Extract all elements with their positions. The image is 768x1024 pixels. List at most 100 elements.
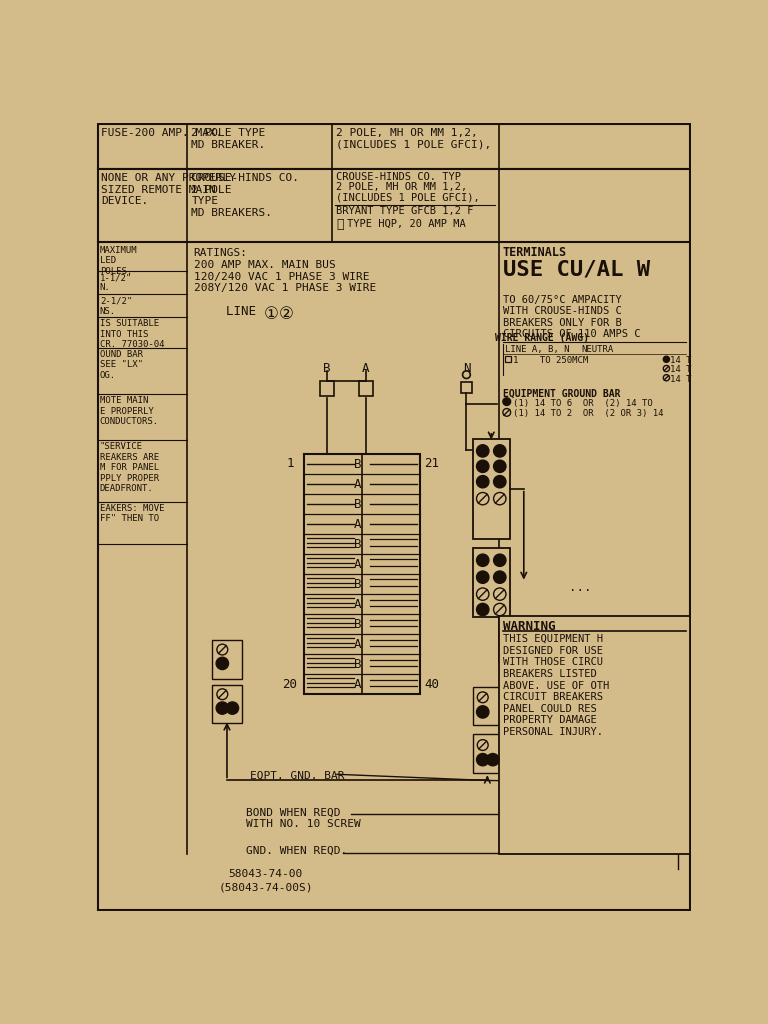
Bar bbox=[461, 382, 472, 393]
Circle shape bbox=[494, 554, 506, 566]
Circle shape bbox=[494, 571, 506, 584]
Circle shape bbox=[664, 366, 670, 372]
Text: B: B bbox=[354, 578, 362, 591]
Text: "SERVICE
REAKERS ARE
M FOR PANEL
PPLY PROPER
DEADFRONT.: "SERVICE REAKERS ARE M FOR PANEL PPLY PR… bbox=[100, 442, 159, 493]
Circle shape bbox=[494, 475, 506, 487]
Text: Ⓦ: Ⓦ bbox=[336, 218, 344, 231]
Text: 58043-74-00: 58043-74-00 bbox=[229, 869, 303, 879]
Text: (INCLUDES 1 POLE GFCI),: (INCLUDES 1 POLE GFCI), bbox=[336, 193, 480, 202]
Circle shape bbox=[476, 493, 489, 505]
Circle shape bbox=[476, 754, 489, 766]
Text: A: A bbox=[354, 518, 362, 530]
Text: GND. WHEN REQD.: GND. WHEN REQD. bbox=[247, 846, 348, 856]
Text: (1) 14 TO 2  OR  (2 OR 3) 14: (1) 14 TO 2 OR (2 OR 3) 14 bbox=[513, 410, 664, 419]
Bar bbox=[505, 356, 511, 362]
Text: B: B bbox=[354, 618, 362, 631]
Text: 20: 20 bbox=[282, 678, 297, 691]
Circle shape bbox=[494, 603, 506, 615]
Bar bbox=[98, 125, 690, 169]
Circle shape bbox=[476, 475, 489, 487]
Circle shape bbox=[503, 409, 511, 416]
Text: 2-1/2"
NS.: 2-1/2" NS. bbox=[100, 296, 132, 315]
Text: B: B bbox=[323, 361, 331, 375]
Circle shape bbox=[476, 554, 489, 566]
Text: WARNING: WARNING bbox=[503, 620, 555, 633]
Bar bbox=[303, 454, 420, 694]
Text: EQUIPMENT GROUND BAR: EQUIPMENT GROUND BAR bbox=[503, 388, 621, 398]
Text: A: A bbox=[354, 598, 362, 611]
Text: 14 T: 14 T bbox=[670, 375, 692, 384]
Circle shape bbox=[503, 397, 511, 406]
Text: TYPE HQP, 20 AMP MA: TYPE HQP, 20 AMP MA bbox=[347, 218, 466, 228]
Text: 14 T: 14 T bbox=[670, 356, 692, 366]
Text: ①: ① bbox=[263, 305, 278, 324]
Text: LINE A, B, N: LINE A, B, N bbox=[505, 345, 570, 353]
Text: 2 POLE, MH OR MM 1,2,: 2 POLE, MH OR MM 1,2, bbox=[336, 182, 468, 193]
Circle shape bbox=[664, 375, 670, 381]
Text: EQPT. GND. BAR: EQPT. GND. BAR bbox=[250, 771, 345, 781]
Text: (1) 14 TO 6  OR  (2) 14 TO: (1) 14 TO 6 OR (2) 14 TO bbox=[513, 398, 653, 408]
Text: IS SUITABLE
INTO THIS
CR. 77030-04: IS SUITABLE INTO THIS CR. 77030-04 bbox=[100, 319, 164, 349]
Circle shape bbox=[477, 739, 488, 751]
Text: BOND WHEN REQD
WITH NO. 10 SCREW: BOND WHEN REQD WITH NO. 10 SCREW bbox=[247, 807, 361, 829]
Text: NONE OR ANY PROPERLY
SIZED REMOTE MAIN
DEVICE.: NONE OR ANY PROPERLY SIZED REMOTE MAIN D… bbox=[101, 173, 237, 206]
Text: 2 POLE, MH OR MM 1,2,
(INCLUDES 1 POLE GFCI),: 2 POLE, MH OR MM 1,2, (INCLUDES 1 POLE G… bbox=[336, 128, 492, 150]
Circle shape bbox=[476, 588, 489, 600]
Text: MOTE MAIN
E PROPERLY
CONDUCTORS.: MOTE MAIN E PROPERLY CONDUCTORS. bbox=[100, 396, 159, 426]
Text: NEUTRA: NEUTRA bbox=[581, 345, 614, 353]
Text: 1-1/2"
N.: 1-1/2" N. bbox=[100, 273, 132, 293]
Circle shape bbox=[494, 444, 506, 457]
Text: OUND BAR
SEE "LX"
OG.: OUND BAR SEE "LX" OG. bbox=[100, 350, 143, 380]
Text: 40: 40 bbox=[425, 678, 439, 691]
Bar bbox=[320, 381, 334, 396]
Circle shape bbox=[227, 701, 239, 715]
Text: MAXIMUM
LED
POLES.: MAXIMUM LED POLES. bbox=[100, 246, 137, 275]
Bar bbox=[499, 615, 690, 854]
Bar bbox=[359, 381, 372, 396]
Text: (58043-74-00S): (58043-74-00S) bbox=[218, 883, 313, 893]
Circle shape bbox=[487, 754, 499, 766]
Bar bbox=[472, 438, 510, 539]
Text: B: B bbox=[354, 498, 362, 511]
Circle shape bbox=[476, 571, 489, 584]
Bar bbox=[212, 640, 242, 679]
Text: 1: 1 bbox=[286, 457, 294, 470]
Circle shape bbox=[494, 460, 506, 472]
Circle shape bbox=[217, 644, 228, 655]
Text: A: A bbox=[362, 361, 369, 375]
Circle shape bbox=[494, 588, 506, 600]
Text: FUSE-200 AMP. MAX.: FUSE-200 AMP. MAX. bbox=[101, 128, 223, 138]
Text: A: A bbox=[354, 558, 362, 571]
Circle shape bbox=[216, 657, 229, 670]
Text: A: A bbox=[354, 678, 362, 691]
Circle shape bbox=[494, 493, 506, 505]
Bar bbox=[472, 686, 502, 725]
Text: B: B bbox=[354, 458, 362, 471]
Text: B: B bbox=[354, 538, 362, 551]
Text: ②: ② bbox=[279, 305, 294, 324]
Text: TERMINALS: TERMINALS bbox=[503, 246, 567, 259]
Circle shape bbox=[664, 356, 670, 362]
Text: RATINGS:
200 AMP MAX. MAIN BUS
120/240 VAC 1 PHASE 3 WIRE
208Y/120 VAC 1 PHASE 3: RATINGS: 200 AMP MAX. MAIN BUS 120/240 V… bbox=[194, 249, 376, 293]
Circle shape bbox=[216, 701, 229, 715]
Text: 1    TO 250MCM: 1 TO 250MCM bbox=[513, 356, 588, 366]
Text: A: A bbox=[354, 478, 362, 490]
Circle shape bbox=[476, 444, 489, 457]
Text: THIS EQUIPMENT H
DESIGNED FOR USE
WITH THOSE CIRCU
BREAKERS LISTED
ABOVE. USE OF: THIS EQUIPMENT H DESIGNED FOR USE WITH T… bbox=[503, 634, 609, 737]
Text: EAKERS: MOVE
FF" THEN TO: EAKERS: MOVE FF" THEN TO bbox=[100, 504, 164, 523]
Circle shape bbox=[462, 371, 470, 379]
Text: WIRE RANGE (AWG): WIRE RANGE (AWG) bbox=[495, 333, 588, 343]
Text: B: B bbox=[354, 658, 362, 671]
Text: USE CU/AL W: USE CU/AL W bbox=[503, 259, 650, 280]
Bar bbox=[212, 685, 242, 724]
Bar bbox=[472, 548, 510, 617]
Circle shape bbox=[476, 603, 489, 615]
Bar bbox=[472, 734, 502, 773]
Text: 2 POLE TYPE
MD BREAKER.: 2 POLE TYPE MD BREAKER. bbox=[191, 128, 266, 150]
Text: CROUSE-HINDS CO.
2 POLE
TYPE
MD BREAKERS.: CROUSE-HINDS CO. 2 POLE TYPE MD BREAKERS… bbox=[191, 173, 300, 218]
Text: ...: ... bbox=[569, 581, 591, 594]
Circle shape bbox=[477, 692, 488, 702]
Text: 14 T: 14 T bbox=[670, 366, 692, 375]
Text: LINE: LINE bbox=[227, 305, 263, 318]
Circle shape bbox=[476, 706, 489, 718]
